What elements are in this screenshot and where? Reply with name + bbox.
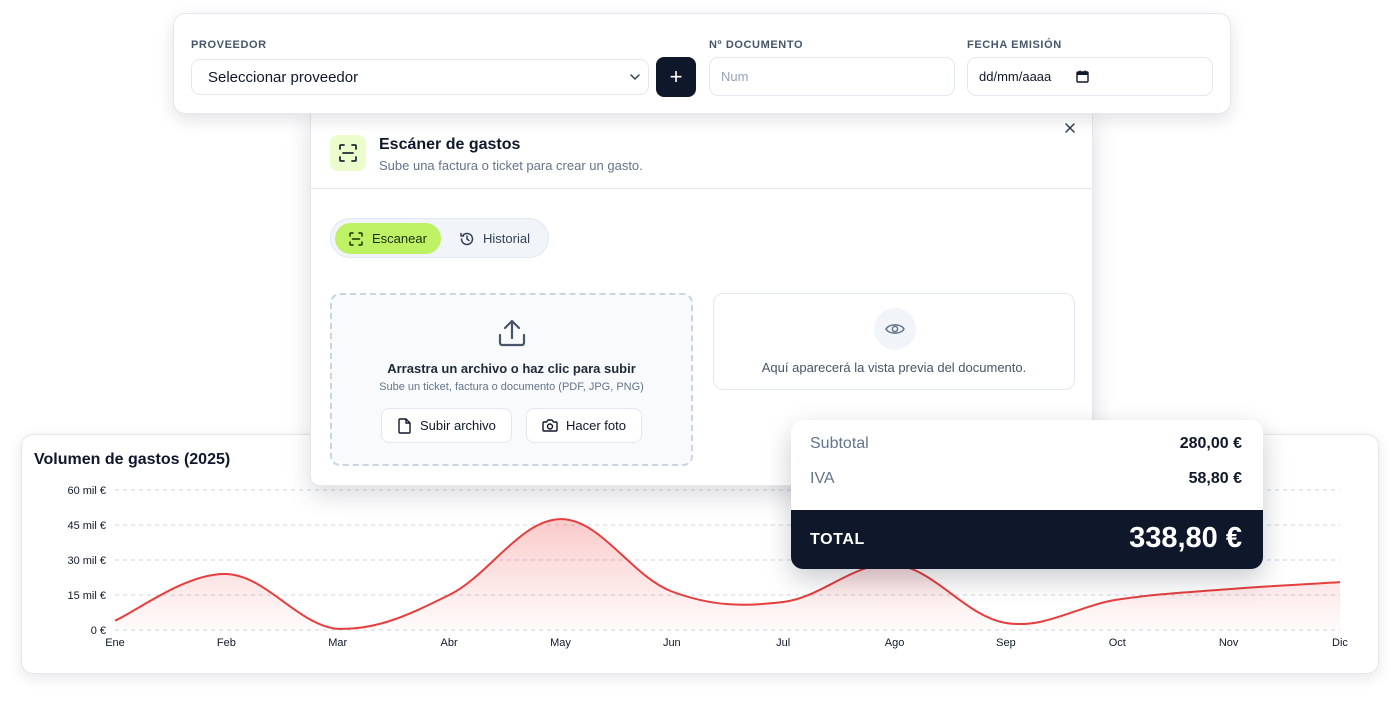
- camera-icon: [542, 419, 558, 432]
- dialog-subtitle: Sube una factura o ticket para crear un …: [379, 158, 643, 173]
- area-fill: [115, 519, 1340, 630]
- tab-label: Historial: [483, 231, 530, 246]
- file-icon: [398, 417, 411, 434]
- x-tick-label: Jun: [663, 637, 681, 649]
- y-tick-label: 60 mil €: [67, 485, 106, 497]
- subtotal-row: Subtotal 280,00 €: [791, 435, 1263, 459]
- y-tick-label: 15 mil €: [67, 590, 106, 602]
- expense-scanner-dialog: Escáner de gastos Sube una factura o tic…: [310, 112, 1093, 486]
- y-tick-label: 30 mil €: [67, 555, 106, 567]
- x-tick-label: Ago: [885, 637, 905, 649]
- tab-historial[interactable]: Historial: [447, 223, 543, 254]
- upload-icon: [498, 319, 526, 347]
- preview-placeholder-text: Aquí aparecerá la vista previa del docum…: [761, 360, 1027, 375]
- scanner-tabs: Escanear Historial: [330, 218, 549, 258]
- subtotal-label: Subtotal: [810, 435, 869, 452]
- supplier-select-value: Seleccionar proveedor: [208, 68, 359, 86]
- upload-file-label: Subir archivo: [420, 418, 496, 433]
- x-tick-label: Ene: [105, 637, 125, 649]
- tab-label: Escanear: [372, 231, 427, 246]
- y-tick-label: 0 €: [91, 625, 106, 637]
- total-label: TOTAL: [810, 531, 865, 548]
- dropzone-title: Arrastra un archivo o haz clic para subi…: [387, 361, 636, 376]
- total-value: 338,80 €: [1129, 522, 1242, 554]
- supplier-label: PROVEEDOR: [191, 39, 267, 51]
- dropzone-subtitle: Sube un ticket, factura o documento (PDF…: [379, 381, 644, 393]
- scan-icon: [349, 231, 363, 246]
- total-row: TOTAL 338,80 €: [791, 510, 1263, 569]
- chart-plot: 0 € 15 mil € 30 mil € 45 mil € 60 mil € Ene F…: [67, 485, 1348, 649]
- x-tick-label: Oct: [1109, 637, 1126, 649]
- file-dropzone[interactable]: Arrastra un archivo o haz clic para subi…: [330, 293, 693, 466]
- issue-date-label: FECHA EMISIÓN: [967, 39, 1062, 51]
- iva-value: 58,80 €: [1188, 470, 1242, 487]
- upload-file-button[interactable]: Subir archivo: [381, 408, 512, 443]
- totals-summary: Subtotal 280,00 € IVA 58,80 € TOTAL 338,…: [791, 420, 1263, 569]
- x-tick-label: Nov: [1219, 637, 1239, 649]
- document-number-label: Nº DOCUMENTO: [709, 39, 804, 51]
- subtotal-value: 280,00 €: [1179, 435, 1242, 452]
- x-tick-label: May: [550, 637, 571, 649]
- y-tick-label: 45 mil €: [67, 520, 106, 532]
- supplier-select[interactable]: Seleccionar proveedor: [191, 59, 649, 95]
- close-icon[interactable]: [1063, 121, 1077, 135]
- issue-date-value: dd/mm/aaaa: [979, 69, 1052, 84]
- chart-title: Volumen de gastos (2025): [34, 451, 231, 468]
- scan-icon: [330, 135, 366, 171]
- dialog-title: Escáner de gastos: [379, 136, 521, 153]
- take-photo-button[interactable]: Hacer foto: [526, 408, 642, 443]
- x-tick-label: Jul: [776, 637, 790, 649]
- x-tick-label: Mar: [328, 637, 347, 649]
- eye-icon: [874, 308, 916, 350]
- document-number-input[interactable]: Num: [709, 57, 955, 96]
- plus-icon: +: [669, 64, 683, 89]
- header-divider: [311, 188, 1092, 189]
- issue-date-input[interactable]: dd/mm/aaaa: [967, 57, 1213, 96]
- calendar-icon[interactable]: [1076, 70, 1089, 83]
- x-tick-label: Abr: [441, 637, 458, 649]
- document-number-placeholder: Num: [721, 69, 749, 84]
- iva-label: IVA: [810, 470, 835, 487]
- chevron-down-icon: [630, 74, 640, 80]
- x-tick-label: Dic: [1332, 637, 1348, 649]
- take-photo-label: Hacer foto: [566, 418, 626, 433]
- tab-escanear[interactable]: Escanear: [335, 223, 441, 254]
- x-tick-label: Sep: [996, 637, 1016, 649]
- history-icon: [460, 232, 474, 245]
- add-supplier-button[interactable]: +: [656, 57, 696, 97]
- x-tick-label: Feb: [217, 637, 236, 649]
- iva-row: IVA 58,80 €: [791, 470, 1263, 494]
- document-preview: Aquí aparecerá la vista previa del docum…: [713, 293, 1075, 390]
- series-line: [114, 518, 1341, 630]
- invoice-header-form: PROVEEDOR Seleccionar proveedor + Nº DOC…: [173, 13, 1231, 114]
